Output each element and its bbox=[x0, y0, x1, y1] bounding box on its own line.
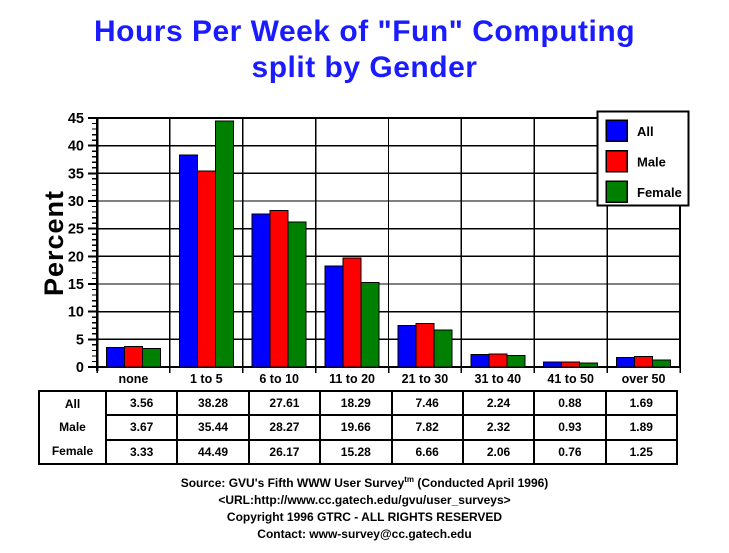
chart-title-line1: Hours Per Week of "Fun" Computing bbox=[93, 15, 636, 48]
table-row-all: All 3.56 38.28 27.61 18.29 7.46 2.24 0.88 1.69 bbox=[39, 389, 679, 417]
table-cell: 1.89 bbox=[604, 414, 679, 441]
bars bbox=[105, 120, 672, 368]
table-cell: 7.82 bbox=[390, 414, 464, 441]
bar-female-41-to-50 bbox=[579, 362, 599, 368]
bar-male-21-to-30 bbox=[415, 323, 435, 368]
footer-tm-superscript: tm bbox=[404, 475, 415, 484]
table-row-male: Male 3.67 35.44 28.27 19.66 7.82 2.32 0.93 1.89 bbox=[39, 414, 679, 441]
table-cell: 2.24 bbox=[461, 389, 536, 417]
table-cell: 3.56 bbox=[104, 389, 179, 417]
bar-male-1-to-5 bbox=[196, 170, 216, 368]
y-tick-label: 10 bbox=[68, 305, 84, 321]
y-axis-ticks bbox=[88, 117, 96, 368]
footer-source-date: (Conducted April 1996) bbox=[414, 476, 549, 490]
bar-male-over-50 bbox=[634, 356, 654, 368]
data-table: All 3.56 38.28 27.61 18.29 7.46 2.24 0.88 1.69 Ma… bbox=[38, 389, 679, 466]
footer-contact-line: Contact: www-survey@cc.gatech.edu bbox=[257, 527, 472, 541]
x-category-label: 11 to 20 bbox=[329, 372, 375, 386]
legend-swatch-all bbox=[605, 119, 628, 142]
bar-female-31-to-40 bbox=[506, 355, 526, 368]
bar-all-over-50 bbox=[616, 357, 636, 368]
table-row-header: All bbox=[39, 391, 107, 416]
bar-all-6-to-10 bbox=[251, 213, 271, 368]
table-cell: 26.17 bbox=[247, 438, 322, 466]
legend: All Male Female bbox=[596, 110, 690, 207]
x-category-label: 41 to 50 bbox=[547, 372, 594, 386]
x-axis-ticks bbox=[96, 367, 681, 373]
y-axis-title: Percent bbox=[39, 190, 69, 296]
bar-female-none bbox=[141, 348, 161, 368]
table-row-header: Male bbox=[39, 415, 107, 440]
table-cell: 0.76 bbox=[533, 438, 607, 466]
bar-male-none bbox=[123, 346, 143, 368]
y-tick-label: 20 bbox=[68, 249, 84, 265]
table-cell: 0.88 bbox=[533, 389, 607, 417]
bar-all-11-to-20 bbox=[324, 265, 344, 368]
table-cell: 3.33 bbox=[104, 438, 179, 466]
bar-female-1-to-5 bbox=[214, 120, 234, 368]
table-cell: 38.28 bbox=[176, 389, 250, 417]
legend-label-male: Male bbox=[637, 155, 666, 170]
table-cell: 44.49 bbox=[176, 438, 250, 466]
legend-swatch-female bbox=[605, 180, 628, 203]
table-cell: 19.66 bbox=[319, 414, 393, 441]
legend-swatch-male bbox=[605, 149, 628, 173]
y-tick-label: 30 bbox=[68, 194, 84, 210]
bar-all-41-to-50 bbox=[543, 361, 563, 368]
y-tick-labels: 0 5 10 15 20 25 30 35 40 45 bbox=[68, 111, 84, 376]
bar-all-none bbox=[105, 346, 125, 368]
table-row-header: Female bbox=[39, 439, 107, 464]
y-tick-label: 40 bbox=[68, 139, 84, 155]
table-cell: 2.06 bbox=[461, 438, 536, 466]
bar-male-11-to-20 bbox=[342, 257, 362, 368]
bar-male-6-to-10 bbox=[269, 210, 289, 368]
x-category-label: 6 to 10 bbox=[259, 372, 299, 386]
table-cell: 0.93 bbox=[533, 414, 607, 441]
x-category-label: 31 to 40 bbox=[475, 372, 522, 386]
footer: Source: GVU's Fifth WWW User Surveytm (C… bbox=[0, 471, 729, 543]
y-tick-label: 0 bbox=[76, 360, 84, 376]
bar-chart: 0 5 10 15 20 25 30 35 40 45 none 1 to 5 6 to 10 11 to… bbox=[39, 110, 690, 386]
chart-title: Hours Per Week of "Fun" Computing split … bbox=[0, 14, 729, 86]
x-category-label: 1 to 5 bbox=[190, 372, 223, 386]
x-category-label: 21 to 30 bbox=[402, 372, 449, 386]
y-tick-label: 25 bbox=[68, 222, 84, 238]
table-cell: 6.66 bbox=[390, 438, 464, 466]
x-category-label: none bbox=[119, 372, 149, 386]
bar-female-6-to-10 bbox=[287, 221, 307, 368]
legend-label-female: Female bbox=[637, 185, 682, 200]
table-cell: 3.67 bbox=[104, 414, 179, 441]
bar-all-21-to-30 bbox=[397, 325, 417, 368]
table-cell: 1.25 bbox=[604, 438, 679, 466]
y-tick-label: 35 bbox=[68, 166, 84, 182]
table-cell: 28.27 bbox=[247, 414, 322, 441]
table-cell: 7.46 bbox=[390, 389, 464, 417]
footer-source-line: Source: GVU's Fifth WWW User Surveytm (C… bbox=[0, 471, 729, 492]
bar-female-11-to-20 bbox=[360, 281, 380, 368]
table-cell: 35.44 bbox=[176, 414, 250, 441]
table-cell: 2.32 bbox=[461, 414, 536, 441]
legend-label-all: All bbox=[637, 124, 654, 139]
bar-all-31-to-40 bbox=[470, 354, 490, 368]
y-tick-label: 15 bbox=[68, 277, 84, 293]
bar-female-21-to-30 bbox=[433, 329, 453, 368]
bar-female-over-50 bbox=[652, 359, 672, 368]
footer-url-line: <URL:http://www.cc.gatech.edu/gvu/user_s… bbox=[218, 493, 511, 507]
table-row-female: Female 3.33 44.49 26.17 15.28 6.66 2.06 0.76 1.2… bbox=[39, 438, 679, 466]
y-tick-label: 5 bbox=[76, 332, 84, 348]
bar-male-41-to-50 bbox=[561, 361, 581, 368]
bar-all-1-to-5 bbox=[178, 154, 198, 368]
table-cell: 27.61 bbox=[247, 389, 322, 417]
x-category-labels: none 1 to 5 6 to 10 11 to 20 21 to 30 31 to 4… bbox=[119, 372, 666, 386]
table-cell: 1.69 bbox=[604, 389, 679, 417]
table-cell: 15.28 bbox=[319, 438, 393, 466]
footer-source-text: Source: GVU's Fifth WWW User Survey bbox=[180, 476, 405, 490]
table-cell: 18.29 bbox=[319, 389, 393, 417]
footer-copyright-line: Copyright 1996 GTRC - ALL RIGHTS RESERVE… bbox=[226, 510, 503, 524]
chart-title-line2: split by Gender bbox=[251, 51, 478, 84]
x-category-label: over 50 bbox=[622, 372, 666, 386]
y-tick-label: 45 bbox=[68, 111, 84, 127]
bar-male-31-to-40 bbox=[488, 353, 508, 368]
